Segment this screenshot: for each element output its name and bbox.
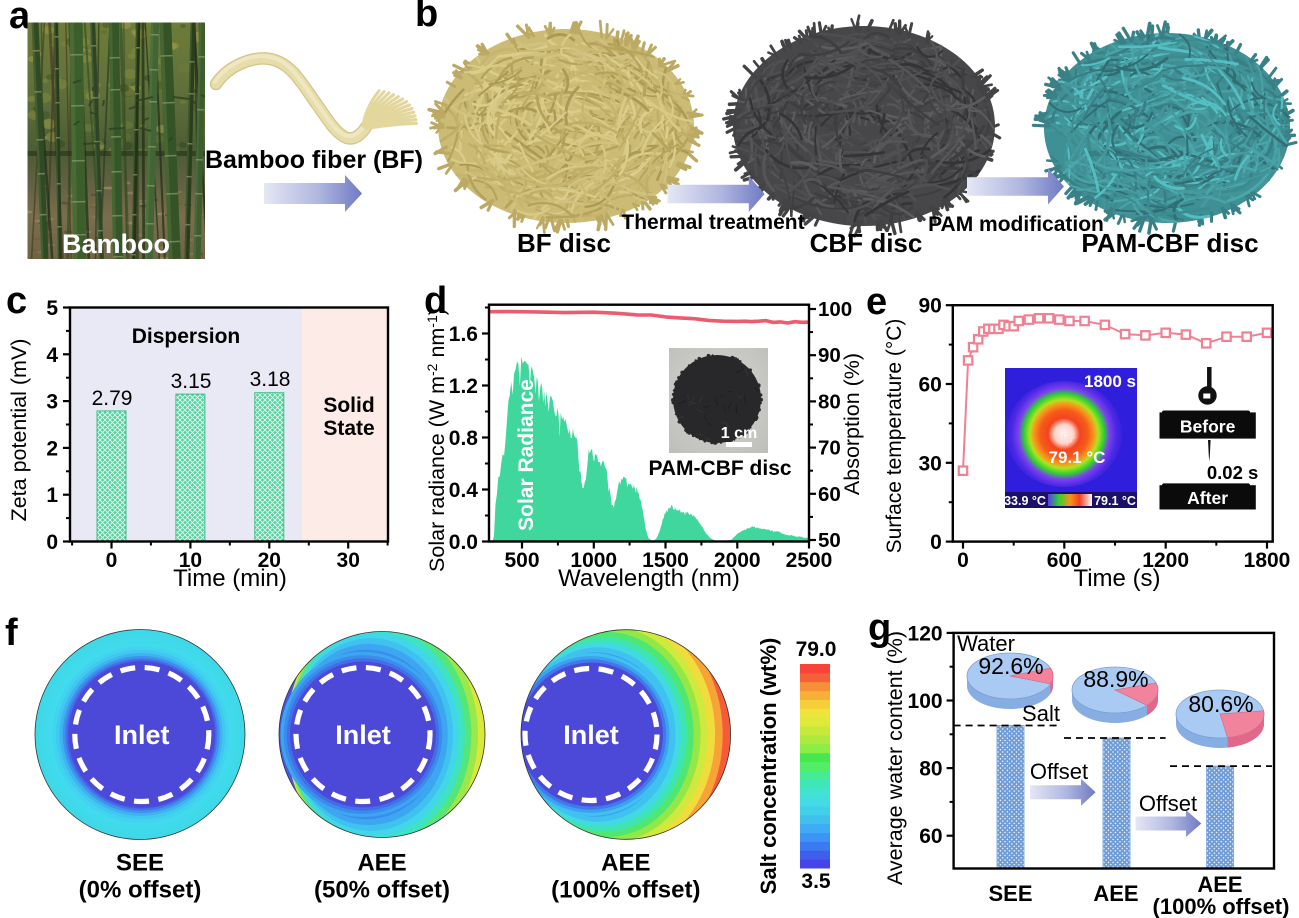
- svg-text:60: 60: [919, 825, 942, 848]
- svg-text:2000: 2000: [714, 549, 761, 572]
- svg-text:500: 500: [504, 549, 539, 572]
- svg-text:120: 120: [908, 622, 943, 645]
- svg-text:Inlet: Inlet: [563, 720, 619, 750]
- svg-text:SEE: SEE: [116, 850, 164, 877]
- svg-text:0.4: 0.4: [449, 479, 479, 502]
- svg-text:3.18: 3.18: [250, 368, 291, 391]
- svg-text:Time (min): Time (min): [173, 565, 287, 592]
- svg-text:79.0: 79.0: [796, 638, 837, 661]
- svg-text:Offset: Offset: [1030, 759, 1088, 784]
- svg-text:c: c: [6, 280, 27, 322]
- svg-text:90: 90: [818, 344, 841, 367]
- svg-text:4: 4: [46, 344, 58, 367]
- svg-text:1.6: 1.6: [449, 323, 478, 346]
- svg-text:30: 30: [337, 549, 360, 572]
- svg-text:1800: 1800: [1244, 549, 1291, 572]
- svg-text:60: 60: [818, 483, 841, 506]
- svg-text:Dispersion: Dispersion: [132, 325, 241, 348]
- svg-text:Average water content (%): Average water content (%): [883, 631, 907, 885]
- svg-text:Surface temperature (°C): Surface temperature (°C): [883, 319, 906, 554]
- svg-text:0: 0: [106, 549, 118, 572]
- svg-text:70: 70: [818, 437, 841, 460]
- svg-text:(50% offset): (50% offset): [314, 877, 450, 904]
- svg-text:g: g: [868, 607, 891, 649]
- svg-text:After: After: [1187, 488, 1228, 508]
- svg-text:50: 50: [818, 529, 841, 552]
- svg-text:79.1 °C: 79.1 °C: [1049, 448, 1106, 467]
- svg-text:3.5: 3.5: [801, 870, 831, 893]
- svg-text:a: a: [9, 0, 31, 37]
- svg-text:2: 2: [46, 437, 58, 460]
- svg-text:92.6%: 92.6%: [978, 653, 1043, 679]
- svg-text:1.2: 1.2: [449, 375, 478, 398]
- svg-text:Solar radiance (W m-2 nm-1): Solar radiance (W m-2 nm-1): [424, 308, 449, 572]
- svg-text:Before: Before: [1180, 417, 1236, 437]
- svg-text:PAM modification: PAM modification: [928, 213, 1104, 236]
- svg-text:100: 100: [908, 690, 943, 713]
- svg-text:3.15: 3.15: [171, 370, 212, 393]
- svg-text:b: b: [415, 0, 438, 35]
- svg-text:AEE: AEE: [1093, 881, 1138, 906]
- svg-text:2500: 2500: [786, 549, 833, 572]
- svg-text:80: 80: [818, 390, 841, 413]
- svg-text:1000: 1000: [570, 549, 617, 572]
- svg-text:60: 60: [918, 374, 941, 397]
- svg-text:0: 0: [930, 531, 942, 554]
- svg-text:AEE: AEE: [1197, 872, 1242, 897]
- svg-text:(0% offset): (0% offset): [79, 877, 202, 904]
- svg-text:0.8: 0.8: [449, 427, 479, 450]
- svg-text:State: State: [323, 417, 374, 440]
- svg-text:Solar Radiance: Solar Radiance: [515, 379, 538, 531]
- svg-text:Inlet: Inlet: [335, 720, 391, 750]
- svg-text:0: 0: [46, 531, 58, 554]
- svg-text:0: 0: [957, 549, 969, 572]
- svg-text:e: e: [866, 281, 887, 323]
- svg-text:AEE: AEE: [357, 850, 406, 877]
- svg-text:90: 90: [918, 295, 941, 318]
- svg-text:PAM-CBF disc: PAM-CBF disc: [1081, 228, 1258, 258]
- svg-text:f: f: [5, 612, 18, 654]
- svg-text:2.79: 2.79: [92, 387, 133, 410]
- svg-text:1500: 1500: [642, 549, 689, 572]
- svg-text:88.9%: 88.9%: [1083, 666, 1148, 692]
- svg-text:100: 100: [818, 298, 852, 321]
- svg-text:(100% offset): (100% offset): [1153, 894, 1290, 918]
- svg-text:d: d: [424, 280, 447, 322]
- svg-text:Bamboo: Bamboo: [62, 229, 170, 259]
- svg-text:1 cm: 1 cm: [721, 425, 757, 442]
- svg-text:10: 10: [179, 549, 202, 572]
- svg-text:Salt concentration (wt%): Salt concentration (wt%): [756, 638, 781, 895]
- svg-text:Bamboo fiber (BF): Bamboo fiber (BF): [205, 146, 423, 174]
- svg-text:SEE: SEE: [988, 881, 1032, 906]
- svg-text:20: 20: [258, 549, 281, 572]
- svg-text:Wavelength (nm): Wavelength (nm): [558, 565, 740, 592]
- svg-text:0.0: 0.0: [449, 531, 478, 554]
- svg-text:80.6%: 80.6%: [1188, 691, 1253, 717]
- svg-text:1200: 1200: [1142, 549, 1189, 572]
- svg-text:33.9 °C: 33.9 °C: [1004, 494, 1046, 508]
- svg-text:0.02 s: 0.02 s: [1207, 462, 1258, 483]
- svg-text:Water: Water: [957, 631, 1015, 656]
- svg-text:Time (s): Time (s): [1073, 565, 1160, 592]
- svg-text:5: 5: [46, 297, 58, 320]
- svg-text:30: 30: [918, 452, 941, 475]
- svg-text:(100% offset): (100% offset): [551, 877, 700, 904]
- svg-text:Offset: Offset: [1139, 791, 1197, 816]
- svg-text:Thermal treatment: Thermal treatment: [621, 211, 804, 234]
- svg-text:CBF disc: CBF disc: [810, 228, 923, 258]
- svg-text:1800 s: 1800 s: [1084, 372, 1136, 391]
- svg-text:600: 600: [1047, 549, 1082, 572]
- svg-text:Absorption (%): Absorption (%): [840, 353, 864, 495]
- svg-text:Solid: Solid: [323, 394, 374, 417]
- svg-text:PAM-CBF disc: PAM-CBF disc: [648, 457, 791, 480]
- svg-text:80: 80: [919, 758, 942, 781]
- svg-text:AEE: AEE: [601, 850, 650, 877]
- svg-text:79.1 °C: 79.1 °C: [1094, 494, 1136, 508]
- svg-text:Inlet: Inlet: [114, 720, 170, 750]
- svg-text:1: 1: [46, 484, 58, 507]
- svg-text:Zeta potential (mV): Zeta potential (mV): [7, 339, 31, 522]
- svg-text:BF disc: BF disc: [517, 228, 611, 258]
- svg-text:Salt: Salt: [1022, 701, 1060, 726]
- svg-text:3: 3: [46, 391, 58, 414]
